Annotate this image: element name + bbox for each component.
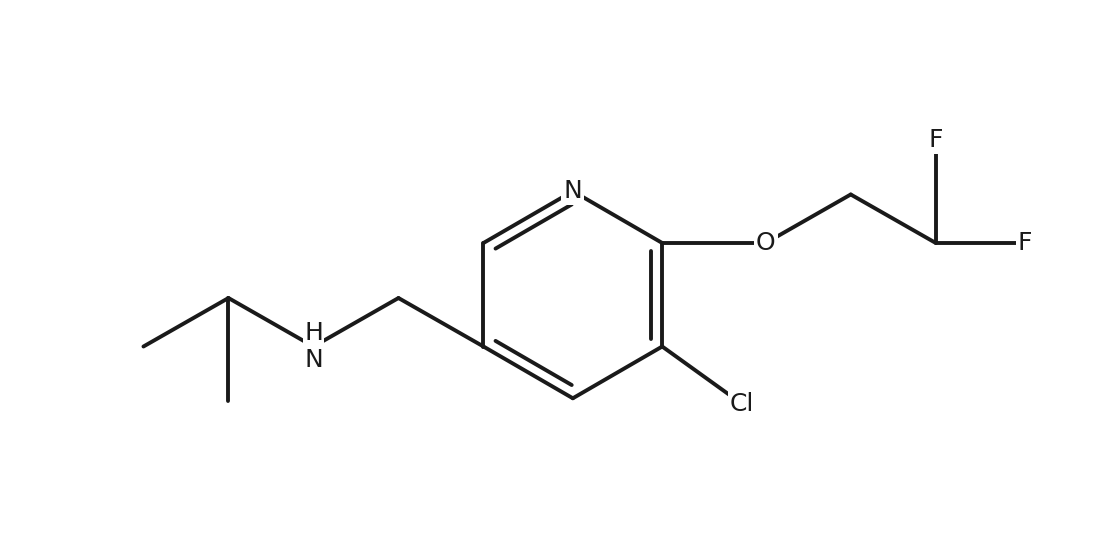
Text: N: N [304,348,323,372]
Text: O: O [756,231,776,255]
Text: F: F [1018,231,1033,255]
Text: Cl: Cl [730,392,754,416]
Text: N: N [563,179,582,203]
Text: F: F [928,128,943,152]
Text: H: H [304,322,323,346]
